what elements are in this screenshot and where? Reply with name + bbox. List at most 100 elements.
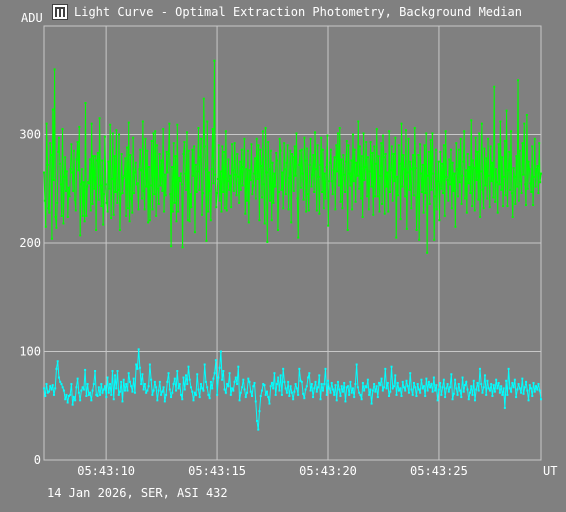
- data-point: [177, 210, 180, 213]
- data-point: [339, 200, 342, 203]
- data-point: [314, 168, 317, 171]
- data-point: [324, 367, 327, 370]
- data-point: [268, 168, 271, 171]
- data-point: [404, 195, 407, 198]
- data-point: [428, 202, 431, 205]
- data-point: [163, 210, 166, 213]
- data-point: [96, 151, 99, 154]
- data-point: [137, 208, 140, 211]
- data-point: [263, 222, 266, 225]
- data-point: [59, 183, 62, 186]
- data-point: [387, 210, 390, 213]
- data-point: [335, 144, 338, 147]
- data-point: [397, 144, 400, 147]
- data-point: [317, 386, 320, 389]
- data-point: [228, 372, 231, 375]
- data-point: [302, 198, 305, 201]
- data-point: [343, 381, 346, 384]
- y-tick-label: 100: [19, 345, 41, 359]
- data-point: [52, 179, 55, 182]
- data-point: [522, 392, 525, 395]
- data-point: [131, 211, 134, 214]
- data-point: [413, 126, 416, 129]
- data-point: [415, 394, 418, 397]
- data-point: [78, 125, 81, 128]
- data-point: [421, 163, 424, 166]
- data-point: [336, 380, 339, 383]
- data-point: [531, 394, 534, 397]
- data-point: [386, 171, 389, 174]
- data-point: [309, 137, 312, 140]
- data-point: [490, 180, 493, 183]
- data-point: [411, 393, 414, 396]
- data-point: [165, 150, 168, 153]
- data-point: [242, 378, 245, 381]
- data-point: [161, 189, 164, 192]
- data-point: [102, 223, 105, 226]
- data-point: [90, 399, 93, 402]
- data-point: [196, 170, 199, 173]
- data-point: [217, 376, 220, 379]
- data-point: [288, 176, 291, 179]
- data-point: [138, 168, 141, 171]
- data-point: [70, 143, 73, 146]
- data-point: [104, 385, 107, 388]
- data-point: [450, 207, 453, 210]
- data-point: [123, 174, 126, 177]
- data-point: [395, 393, 398, 396]
- data-point: [246, 149, 249, 152]
- data-point: [155, 144, 158, 147]
- data-point: [109, 123, 112, 126]
- data-point: [317, 175, 320, 178]
- data-point: [269, 149, 272, 152]
- data-point: [505, 109, 508, 112]
- data-point: [114, 374, 116, 377]
- data-point: [254, 400, 257, 403]
- data-point: [242, 166, 245, 169]
- data-point: [345, 386, 348, 389]
- data-point: [87, 393, 90, 396]
- data-point: [201, 192, 204, 195]
- data-point: [165, 393, 168, 396]
- data-point: [125, 383, 128, 386]
- data-point: [227, 158, 230, 161]
- data-point: [86, 383, 89, 386]
- data-point: [47, 207, 50, 210]
- data-point: [406, 385, 409, 388]
- data-point: [416, 383, 419, 386]
- data-point: [527, 399, 530, 402]
- data-point: [245, 168, 248, 171]
- data-point: [214, 173, 217, 176]
- data-point: [532, 381, 535, 384]
- data-point: [381, 134, 384, 137]
- data-point: [283, 142, 286, 145]
- data-point: [343, 173, 346, 176]
- data-point: [423, 144, 426, 147]
- data-point: [504, 194, 507, 197]
- data-point: [171, 166, 173, 169]
- data-point: [168, 388, 171, 391]
- data-point: [114, 191, 117, 193]
- data-point: [476, 150, 479, 153]
- data-point: [517, 199, 520, 202]
- data-point: [276, 228, 279, 231]
- data-point: [73, 149, 76, 152]
- data-point: [145, 185, 148, 188]
- data-point: [517, 79, 520, 82]
- data-point: [235, 194, 238, 197]
- data-point: [159, 184, 162, 187]
- data-point: [436, 399, 439, 402]
- data-point: [449, 148, 452, 151]
- data-point: [210, 168, 213, 171]
- data-point: [391, 387, 394, 390]
- data-point: [299, 149, 301, 152]
- data-point: [209, 380, 212, 383]
- data-point: [357, 120, 360, 123]
- chart-title-bar: Light Curve - Optimal Extraction Photome…: [52, 3, 522, 21]
- data-point: [420, 378, 423, 381]
- data-point: [255, 137, 258, 140]
- data-point: [380, 142, 383, 145]
- data-point: [473, 209, 476, 212]
- data-point: [280, 188, 283, 191]
- data-point: [167, 153, 170, 156]
